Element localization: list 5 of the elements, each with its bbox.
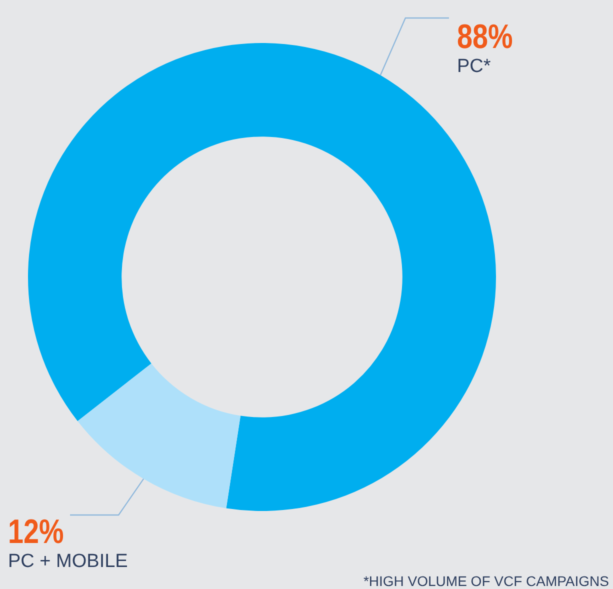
data-label: 88% (457, 17, 513, 56)
slice-label: PC* (457, 56, 492, 77)
text: *HIGH VOLUME OF VCF CAMPAIGNS (363, 573, 609, 589)
slice-label: PC + MOBILE (8, 551, 128, 572)
data-label: 12% (8, 512, 64, 551)
